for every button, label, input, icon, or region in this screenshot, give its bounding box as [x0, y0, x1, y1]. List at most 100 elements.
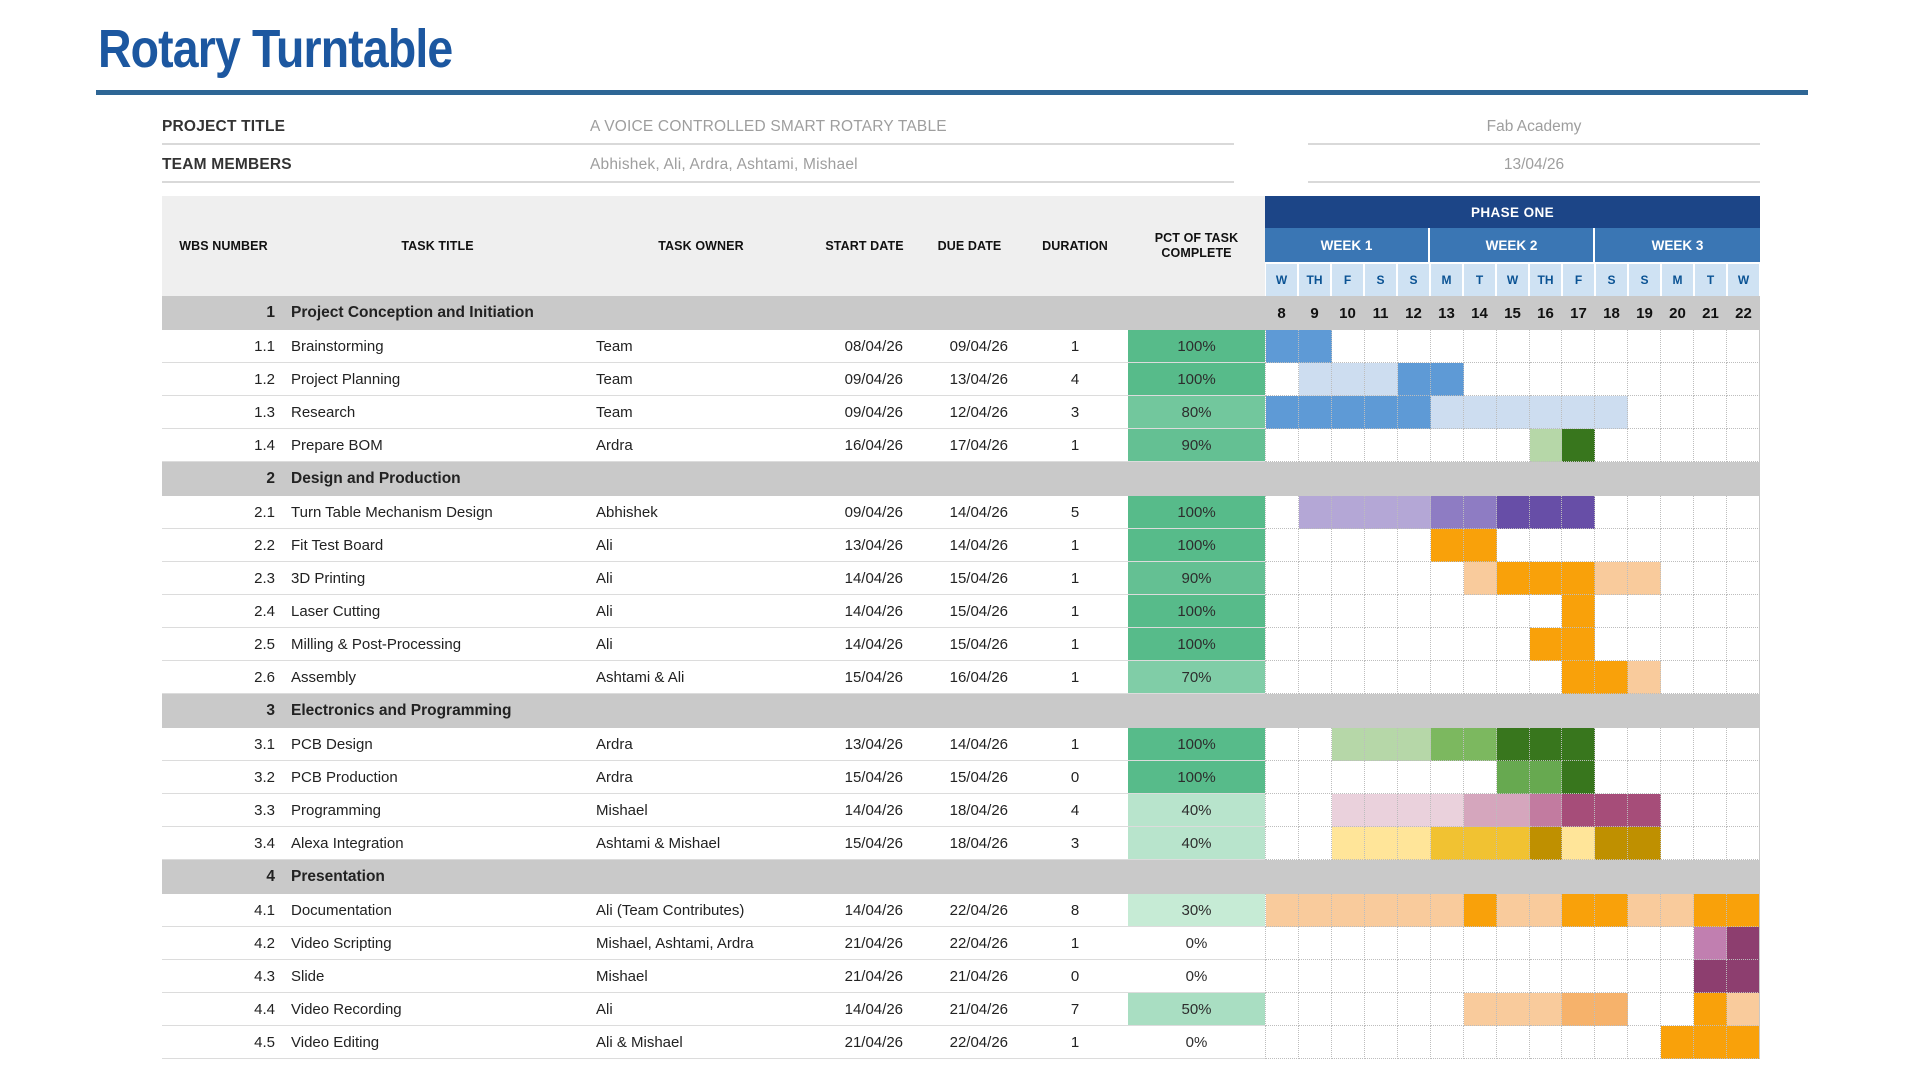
gantt-day-cell[interactable]: [1727, 628, 1761, 661]
gantt-day-cell[interactable]: [1694, 794, 1728, 827]
gantt-day-cell[interactable]: [1266, 827, 1299, 860]
gantt-day-cell[interactable]: [1430, 827, 1464, 860]
wbs-cell[interactable]: 4.1: [162, 894, 285, 927]
gantt-day-cell[interactable]: [1694, 927, 1728, 960]
start-date-cell[interactable]: 13/04/26: [812, 728, 917, 761]
gantt-day-cell[interactable]: [1331, 927, 1365, 960]
gantt-day-cell[interactable]: [1694, 595, 1728, 628]
start-date-cell[interactable]: 14/04/26: [812, 595, 917, 628]
gantt-day-cell[interactable]: [1364, 363, 1398, 396]
task-owner-cell[interactable]: Team: [590, 330, 812, 363]
start-date-cell[interactable]: 14/04/26: [812, 562, 917, 595]
gantt-day-cell[interactable]: [1529, 363, 1563, 396]
gantt-day-cell[interactable]: [1628, 496, 1662, 529]
gantt-day-cell[interactable]: [1430, 429, 1464, 462]
gantt-day-cell[interactable]: [1364, 728, 1398, 761]
gantt-day-cell[interactable]: [1496, 993, 1530, 1026]
gantt-day-cell[interactable]: [1463, 661, 1497, 694]
task-owner-cell[interactable]: Mishael: [590, 960, 812, 993]
gantt-day-cell[interactable]: [1727, 330, 1761, 363]
gantt-day-cell[interactable]: [1529, 894, 1563, 927]
pct-complete-cell[interactable]: 100%: [1128, 628, 1265, 661]
gantt-day-cell[interactable]: [1298, 330, 1332, 363]
gantt-day-cell[interactable]: [1496, 429, 1530, 462]
wbs-cell[interactable]: 3.2: [162, 761, 285, 794]
gantt-day-cell[interactable]: [1661, 661, 1695, 694]
task-title-cell[interactable]: Fit Test Board: [285, 529, 590, 562]
gantt-day-cell[interactable]: [1266, 562, 1299, 595]
gantt-day-cell[interactable]: [1331, 595, 1365, 628]
gantt-day-cell[interactable]: [1298, 496, 1332, 529]
gantt-day-cell[interactable]: [1364, 761, 1398, 794]
start-date-cell[interactable]: 08/04/26: [812, 330, 917, 363]
gantt-day-cell[interactable]: [1331, 429, 1365, 462]
gantt-day-cell[interactable]: [1529, 429, 1563, 462]
gantt-day-cell[interactable]: [1463, 960, 1497, 993]
gantt-day-cell[interactable]: [1331, 761, 1365, 794]
gantt-day-cell[interactable]: [1463, 794, 1497, 827]
gantt-day-cell[interactable]: [1628, 562, 1662, 595]
gantt-day-cell[interactable]: [1298, 595, 1332, 628]
gantt-day-cell[interactable]: [1661, 794, 1695, 827]
task-owner-cell[interactable]: Ardra: [590, 761, 812, 794]
gantt-day-cell[interactable]: [1298, 429, 1332, 462]
gantt-day-cell[interactable]: [1661, 330, 1695, 363]
wbs-cell[interactable]: 4.5: [162, 1026, 285, 1059]
wbs-cell[interactable]: 2.5: [162, 628, 285, 661]
gantt-day-cell[interactable]: [1628, 396, 1662, 429]
gantt-day-cell[interactable]: [1331, 363, 1365, 396]
gantt-day-cell[interactable]: [1364, 562, 1398, 595]
due-date-cell[interactable]: 22/04/26: [917, 894, 1022, 927]
wbs-cell[interactable]: 1.2: [162, 363, 285, 396]
gantt-day-cell[interactable]: [1331, 993, 1365, 1026]
gantt-day-cell[interactable]: [1331, 894, 1365, 927]
gantt-day-cell[interactable]: [1595, 529, 1629, 562]
gantt-day-cell[interactable]: [1430, 728, 1464, 761]
wbs-cell[interactable]: 4.4: [162, 993, 285, 1026]
due-date-cell[interactable]: 22/04/26: [917, 927, 1022, 960]
gantt-day-cell[interactable]: [1529, 396, 1563, 429]
start-date-cell[interactable]: 09/04/26: [812, 363, 917, 396]
gantt-day-cell[interactable]: [1628, 827, 1662, 860]
gantt-day-cell[interactable]: [1595, 363, 1629, 396]
gantt-day-cell[interactable]: [1266, 927, 1299, 960]
due-date-cell[interactable]: 14/04/26: [917, 728, 1022, 761]
start-date-cell[interactable]: 13/04/26: [812, 529, 917, 562]
gantt-day-cell[interactable]: [1364, 827, 1398, 860]
gantt-day-cell[interactable]: [1430, 927, 1464, 960]
gantt-day-cell[interactable]: [1298, 661, 1332, 694]
duration-cell[interactable]: 1: [1022, 429, 1128, 462]
task-owner-cell[interactable]: Ashtami & Mishael: [590, 827, 812, 860]
gantt-day-cell[interactable]: [1298, 960, 1332, 993]
gantt-day-cell[interactable]: [1397, 661, 1431, 694]
gantt-day-cell[interactable]: [1496, 794, 1530, 827]
gantt-day-cell[interactable]: [1397, 529, 1431, 562]
gantt-day-cell[interactable]: [1727, 661, 1761, 694]
gantt-day-cell[interactable]: [1496, 827, 1530, 860]
gantt-day-cell[interactable]: [1364, 529, 1398, 562]
duration-cell[interactable]: 4: [1022, 794, 1128, 827]
gantt-day-cell[interactable]: [1595, 628, 1629, 661]
gantt-day-cell[interactable]: [1364, 330, 1398, 363]
gantt-day-cell[interactable]: [1298, 562, 1332, 595]
gantt-day-cell[interactable]: [1694, 529, 1728, 562]
pct-complete-cell[interactable]: 100%: [1128, 728, 1265, 761]
gantt-day-cell[interactable]: [1331, 728, 1365, 761]
gantt-day-cell[interactable]: [1694, 960, 1728, 993]
wbs-cell[interactable]: 3.1: [162, 728, 285, 761]
gantt-day-cell[interactable]: [1266, 960, 1299, 993]
gantt-day-cell[interactable]: [1430, 562, 1464, 595]
gantt-day-cell[interactable]: [1463, 761, 1497, 794]
gantt-day-cell[interactable]: [1661, 960, 1695, 993]
pct-complete-cell[interactable]: 40%: [1128, 827, 1265, 860]
task-owner-cell[interactable]: Ardra: [590, 429, 812, 462]
gantt-day-cell[interactable]: [1661, 529, 1695, 562]
gantt-day-cell[interactable]: [1694, 827, 1728, 860]
due-date-cell[interactable]: 15/04/26: [917, 628, 1022, 661]
due-date-cell[interactable]: 21/04/26: [917, 993, 1022, 1026]
pct-complete-cell[interactable]: 80%: [1128, 396, 1265, 429]
gantt-day-cell[interactable]: [1727, 827, 1761, 860]
due-date-cell[interactable]: 17/04/26: [917, 429, 1022, 462]
gantt-day-cell[interactable]: [1595, 827, 1629, 860]
section-header-row[interactable]: 1 Project Conception and Initiation 8 9 10 11…: [162, 296, 1760, 330]
